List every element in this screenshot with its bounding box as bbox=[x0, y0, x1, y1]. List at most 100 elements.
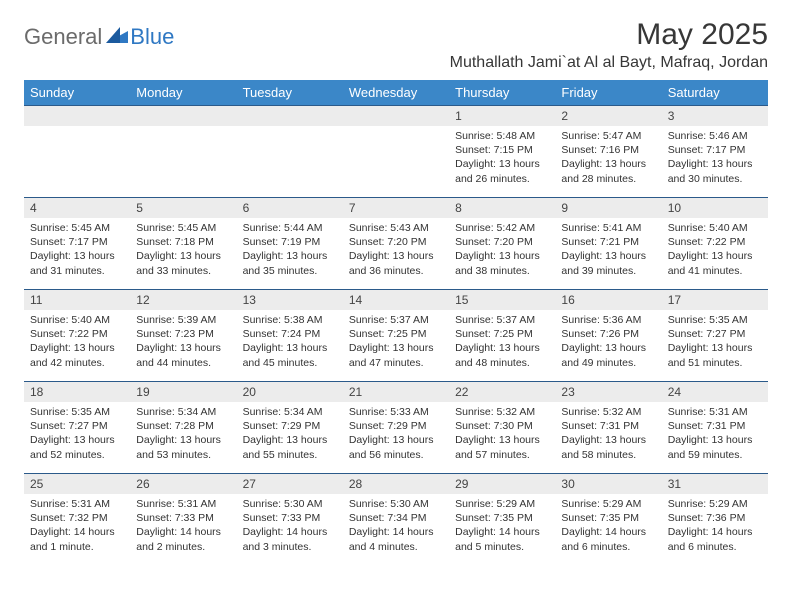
daylight-line: Daylight: 13 hours and 42 minutes. bbox=[30, 341, 124, 369]
day-details: Sunrise: 5:30 AMSunset: 7:33 PMDaylight:… bbox=[237, 494, 343, 560]
calendar-table: SundayMondayTuesdayWednesdayThursdayFrid… bbox=[24, 80, 768, 566]
day-details bbox=[24, 126, 130, 135]
sunset-line: Sunset: 7:34 PM bbox=[349, 511, 443, 525]
day-details: Sunrise: 5:41 AMSunset: 7:21 PMDaylight:… bbox=[555, 218, 661, 284]
sunrise-line: Sunrise: 5:45 AM bbox=[136, 221, 230, 235]
daylight-line: Daylight: 13 hours and 38 minutes. bbox=[455, 249, 549, 277]
calendar-cell: 15Sunrise: 5:37 AMSunset: 7:25 PMDayligh… bbox=[449, 290, 555, 382]
day-details: Sunrise: 5:46 AMSunset: 7:17 PMDaylight:… bbox=[662, 126, 768, 192]
day-details: Sunrise: 5:29 AMSunset: 7:35 PMDaylight:… bbox=[449, 494, 555, 560]
day-number: 9 bbox=[555, 198, 661, 218]
daylight-line: Daylight: 13 hours and 41 minutes. bbox=[668, 249, 762, 277]
weekday-header: Tuesday bbox=[237, 80, 343, 106]
day-number: 26 bbox=[130, 474, 236, 494]
day-details: Sunrise: 5:33 AMSunset: 7:29 PMDaylight:… bbox=[343, 402, 449, 468]
brand-text-general: General bbox=[24, 24, 102, 50]
sunrise-line: Sunrise: 5:37 AM bbox=[349, 313, 443, 327]
day-details: Sunrise: 5:45 AMSunset: 7:17 PMDaylight:… bbox=[24, 218, 130, 284]
sunrise-line: Sunrise: 5:32 AM bbox=[561, 405, 655, 419]
header-right: May 2025 Muthallath Jami`at Al al Bayt, … bbox=[450, 18, 768, 72]
sunset-line: Sunset: 7:22 PM bbox=[30, 327, 124, 341]
daylight-line: Daylight: 14 hours and 3 minutes. bbox=[243, 525, 337, 553]
weekday-header: Friday bbox=[555, 80, 661, 106]
sunset-line: Sunset: 7:35 PM bbox=[455, 511, 549, 525]
sunrise-line: Sunrise: 5:31 AM bbox=[136, 497, 230, 511]
day-details: Sunrise: 5:36 AMSunset: 7:26 PMDaylight:… bbox=[555, 310, 661, 376]
day-number: 5 bbox=[130, 198, 236, 218]
day-details: Sunrise: 5:44 AMSunset: 7:19 PMDaylight:… bbox=[237, 218, 343, 284]
location-text: Muthallath Jami`at Al al Bayt, Mafraq, J… bbox=[450, 54, 768, 72]
sunrise-line: Sunrise: 5:36 AM bbox=[561, 313, 655, 327]
weekday-header: Sunday bbox=[24, 80, 130, 106]
sunset-line: Sunset: 7:36 PM bbox=[668, 511, 762, 525]
day-details: Sunrise: 5:31 AMSunset: 7:32 PMDaylight:… bbox=[24, 494, 130, 560]
day-details bbox=[130, 126, 236, 135]
sunrise-line: Sunrise: 5:40 AM bbox=[668, 221, 762, 235]
sunset-line: Sunset: 7:27 PM bbox=[668, 327, 762, 341]
daylight-line: Daylight: 13 hours and 47 minutes. bbox=[349, 341, 443, 369]
day-number: 3 bbox=[662, 106, 768, 126]
calendar-row: 25Sunrise: 5:31 AMSunset: 7:32 PMDayligh… bbox=[24, 474, 768, 566]
day-number: 2 bbox=[555, 106, 661, 126]
sunrise-line: Sunrise: 5:35 AM bbox=[30, 405, 124, 419]
sunset-line: Sunset: 7:25 PM bbox=[349, 327, 443, 341]
calendar-cell: 6Sunrise: 5:44 AMSunset: 7:19 PMDaylight… bbox=[237, 198, 343, 290]
day-number: 30 bbox=[555, 474, 661, 494]
calendar-row: 1Sunrise: 5:48 AMSunset: 7:15 PMDaylight… bbox=[24, 106, 768, 198]
calendar-cell-empty bbox=[130, 106, 236, 198]
calendar-cell: 16Sunrise: 5:36 AMSunset: 7:26 PMDayligh… bbox=[555, 290, 661, 382]
day-number bbox=[130, 106, 236, 126]
calendar-cell: 1Sunrise: 5:48 AMSunset: 7:15 PMDaylight… bbox=[449, 106, 555, 198]
day-number: 1 bbox=[449, 106, 555, 126]
day-number: 11 bbox=[24, 290, 130, 310]
sunset-line: Sunset: 7:25 PM bbox=[455, 327, 549, 341]
sunrise-line: Sunrise: 5:38 AM bbox=[243, 313, 337, 327]
calendar-cell: 10Sunrise: 5:40 AMSunset: 7:22 PMDayligh… bbox=[662, 198, 768, 290]
sunset-line: Sunset: 7:29 PM bbox=[243, 419, 337, 433]
sunset-line: Sunset: 7:35 PM bbox=[561, 511, 655, 525]
day-details: Sunrise: 5:31 AMSunset: 7:31 PMDaylight:… bbox=[662, 402, 768, 468]
day-details: Sunrise: 5:40 AMSunset: 7:22 PMDaylight:… bbox=[24, 310, 130, 376]
calendar-cell: 19Sunrise: 5:34 AMSunset: 7:28 PMDayligh… bbox=[130, 382, 236, 474]
sunset-line: Sunset: 7:20 PM bbox=[349, 235, 443, 249]
sunset-line: Sunset: 7:27 PM bbox=[30, 419, 124, 433]
day-details: Sunrise: 5:37 AMSunset: 7:25 PMDaylight:… bbox=[343, 310, 449, 376]
sunset-line: Sunset: 7:29 PM bbox=[349, 419, 443, 433]
day-number: 7 bbox=[343, 198, 449, 218]
calendar-cell: 27Sunrise: 5:30 AMSunset: 7:33 PMDayligh… bbox=[237, 474, 343, 566]
calendar-cell: 12Sunrise: 5:39 AMSunset: 7:23 PMDayligh… bbox=[130, 290, 236, 382]
day-number: 13 bbox=[237, 290, 343, 310]
sunset-line: Sunset: 7:15 PM bbox=[455, 143, 549, 157]
weekday-row: SundayMondayTuesdayWednesdayThursdayFrid… bbox=[24, 80, 768, 106]
calendar-head: SundayMondayTuesdayWednesdayThursdayFrid… bbox=[24, 80, 768, 106]
calendar-cell-empty bbox=[237, 106, 343, 198]
calendar-cell: 11Sunrise: 5:40 AMSunset: 7:22 PMDayligh… bbox=[24, 290, 130, 382]
daylight-line: Daylight: 13 hours and 28 minutes. bbox=[561, 157, 655, 185]
weekday-header: Saturday bbox=[662, 80, 768, 106]
sunrise-line: Sunrise: 5:37 AM bbox=[455, 313, 549, 327]
calendar-row: 4Sunrise: 5:45 AMSunset: 7:17 PMDaylight… bbox=[24, 198, 768, 290]
sunrise-line: Sunrise: 5:30 AM bbox=[243, 497, 337, 511]
calendar-cell: 23Sunrise: 5:32 AMSunset: 7:31 PMDayligh… bbox=[555, 382, 661, 474]
daylight-line: Daylight: 13 hours and 53 minutes. bbox=[136, 433, 230, 461]
daylight-line: Daylight: 13 hours and 35 minutes. bbox=[243, 249, 337, 277]
sunset-line: Sunset: 7:24 PM bbox=[243, 327, 337, 341]
day-details: Sunrise: 5:39 AMSunset: 7:23 PMDaylight:… bbox=[130, 310, 236, 376]
calendar-cell: 7Sunrise: 5:43 AMSunset: 7:20 PMDaylight… bbox=[343, 198, 449, 290]
day-details: Sunrise: 5:40 AMSunset: 7:22 PMDaylight:… bbox=[662, 218, 768, 284]
sunset-line: Sunset: 7:17 PM bbox=[30, 235, 124, 249]
daylight-line: Daylight: 13 hours and 31 minutes. bbox=[30, 249, 124, 277]
calendar-cell: 30Sunrise: 5:29 AMSunset: 7:35 PMDayligh… bbox=[555, 474, 661, 566]
daylight-line: Daylight: 13 hours and 51 minutes. bbox=[668, 341, 762, 369]
sunrise-line: Sunrise: 5:29 AM bbox=[668, 497, 762, 511]
day-details bbox=[343, 126, 449, 135]
sunset-line: Sunset: 7:18 PM bbox=[136, 235, 230, 249]
day-number: 4 bbox=[24, 198, 130, 218]
sunrise-line: Sunrise: 5:32 AM bbox=[455, 405, 549, 419]
weekday-header: Wednesday bbox=[343, 80, 449, 106]
daylight-line: Daylight: 13 hours and 58 minutes. bbox=[561, 433, 655, 461]
day-number: 18 bbox=[24, 382, 130, 402]
daylight-line: Daylight: 14 hours and 6 minutes. bbox=[668, 525, 762, 553]
day-details bbox=[237, 126, 343, 135]
calendar-cell: 2Sunrise: 5:47 AMSunset: 7:16 PMDaylight… bbox=[555, 106, 661, 198]
